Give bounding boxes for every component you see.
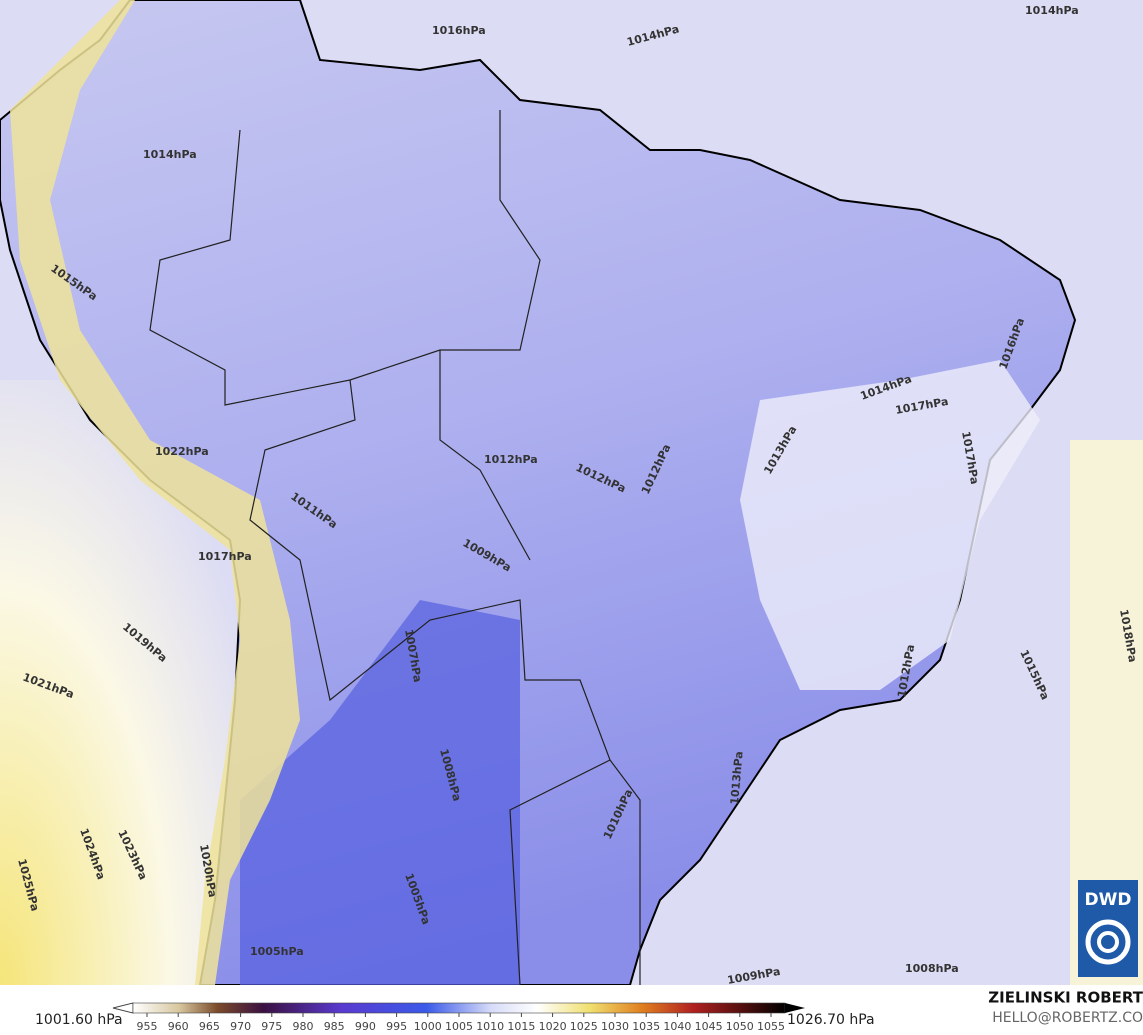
max-label: 1026.70 hPa [787,1012,875,1028]
colorbar-tick-label: 1000 [414,1020,442,1033]
contour-label: 1022hPa [155,445,209,458]
colorbar-tick-label: 980 [293,1020,314,1033]
logo-swirl [1097,931,1119,953]
logo-text: DWD [1085,890,1132,910]
contour-label: 1017hPa [198,550,252,563]
colorbar-tick-label: 1020 [539,1020,567,1033]
colorbar-tick-label: 955 [137,1020,158,1033]
colorbar-tick-label: 960 [168,1020,189,1033]
high-pressure-area [740,360,1040,690]
colorbar-tick-label: 975 [261,1020,282,1033]
colorbar-tick-label: 995 [386,1020,407,1033]
logo-swirl [1085,919,1131,965]
colorbar-tick-label: 1045 [695,1020,723,1033]
borders [149,110,641,986]
colorbar-max-arrow [785,1003,805,1013]
contour-label: 1014hPa [1025,4,1079,17]
contour-label: 1016hPa [432,24,486,37]
legend: 1001.60 hPa 1026.70 hPa ZIELINSKI ROBERT… [0,985,1143,1035]
contour-label: 1012hPa [484,453,538,466]
contour-label: 1014hPa [143,148,197,161]
contour-label: 1013hPa [728,751,746,806]
colorbar-tick-label: 1050 [726,1020,754,1033]
colorbar-tick-label: 1005 [445,1020,473,1033]
low-pressure-area [240,600,520,985]
colorbar-tick-label: 1030 [601,1020,629,1033]
colorbar-tick-label: 970 [230,1020,251,1033]
colorbar-tick-label: 965 [199,1020,220,1033]
map [0,0,1143,986]
min-label: 1001.60 hPa [35,1012,123,1028]
colorbar-tick-label: 1010 [476,1020,504,1033]
colorbar-tick-label: 1015 [507,1020,535,1033]
colorbar [132,1002,786,1014]
andes-high [10,0,300,985]
colorbar-tick-label: 990 [355,1020,376,1033]
credit-email: HELLO@ROBERTZ.CO [992,1010,1143,1026]
colorbar-tick-label: 1035 [632,1020,660,1033]
colorbar-tick-label: 985 [324,1020,345,1033]
contour-label: 1008hPa [905,962,959,975]
colorbar-tick-label: 1040 [663,1020,691,1033]
contour-label: 1005hPa [250,945,304,958]
colorbar-tick-label: 1025 [570,1020,598,1033]
colorbar-tick-label: 1055 [757,1020,785,1033]
credit-name: ZIELINSKI ROBERT [988,989,1143,1007]
dwd-logo: DWD [1078,880,1138,977]
